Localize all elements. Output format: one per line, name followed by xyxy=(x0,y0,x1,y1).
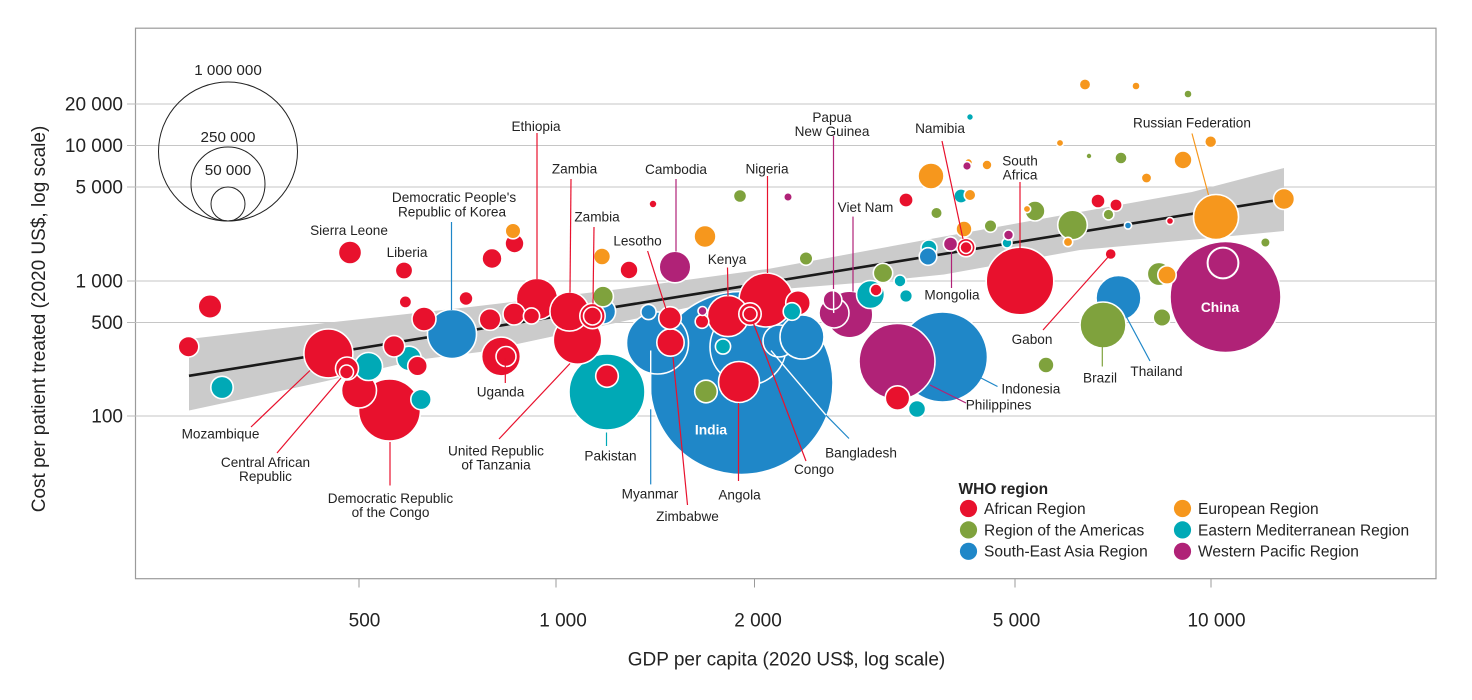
svg-text:of Tanzania: of Tanzania xyxy=(461,457,531,472)
svg-text:250 000: 250 000 xyxy=(201,129,256,146)
svg-text:Cambodia: Cambodia xyxy=(645,162,707,177)
svg-text:Indonesia: Indonesia xyxy=(1001,382,1060,397)
svg-text:Zimbabwe: Zimbabwe xyxy=(656,509,719,524)
svg-text:Eastern Mediterranean Region: Eastern Mediterranean Region xyxy=(1198,522,1409,539)
svg-text:WHO region: WHO region xyxy=(959,481,1049,498)
svg-text:of the Congo: of the Congo xyxy=(352,505,430,520)
svg-text:Zambia: Zambia xyxy=(574,209,620,224)
svg-text:Mongolia: Mongolia xyxy=(924,287,980,302)
svg-text:South: South xyxy=(1002,153,1038,168)
svg-text:Myanmar: Myanmar xyxy=(622,486,679,501)
svg-text:Zambia: Zambia xyxy=(552,161,598,176)
svg-text:Region of the Americas: Region of the Americas xyxy=(984,522,1145,539)
svg-text:Papua: Papua xyxy=(812,110,852,125)
svg-text:India: India xyxy=(695,423,728,438)
svg-text:Pakistan: Pakistan xyxy=(584,448,636,463)
svg-text:Africa: Africa xyxy=(1003,167,1038,182)
svg-text:Bangladesh: Bangladesh xyxy=(825,445,897,460)
svg-text:New Guinea: New Guinea xyxy=(795,124,870,139)
svg-text:Republic of Korea: Republic of Korea xyxy=(398,205,506,220)
svg-text:500: 500 xyxy=(91,313,123,334)
svg-text:Thailand: Thailand xyxy=(1130,364,1182,379)
svg-text:Congo: Congo xyxy=(794,462,834,477)
svg-text:Cost per patient treated (2020: Cost per patient treated (2020 US$, log … xyxy=(29,126,50,513)
svg-text:5 000: 5 000 xyxy=(75,178,123,199)
svg-text:Ethiopia: Ethiopia xyxy=(511,119,561,134)
svg-text:500: 500 xyxy=(349,611,381,632)
svg-text:Sierra Leone: Sierra Leone xyxy=(310,223,388,238)
svg-text:5 000: 5 000 xyxy=(993,611,1041,632)
svg-text:Philippines: Philippines xyxy=(966,397,1032,412)
svg-text:Kenya: Kenya xyxy=(708,252,747,267)
svg-text:Brazil: Brazil xyxy=(1083,370,1117,385)
svg-text:Mozambique: Mozambique xyxy=(182,426,260,441)
svg-text:Western Pacific Region: Western Pacific Region xyxy=(1198,544,1359,561)
svg-text:10 000: 10 000 xyxy=(1187,611,1245,632)
svg-text:Namibia: Namibia xyxy=(915,121,965,136)
svg-text:1 000 000: 1 000 000 xyxy=(194,62,262,79)
svg-text:Democratic People's: Democratic People's xyxy=(392,190,516,205)
svg-text:20 000: 20 000 xyxy=(65,95,123,116)
svg-text:Lesotho: Lesotho xyxy=(613,233,661,248)
svg-text:Angola: Angola xyxy=(718,487,761,502)
svg-text:10 000: 10 000 xyxy=(65,136,123,157)
svg-text:United Republic: United Republic xyxy=(448,443,544,458)
svg-text:Liberia: Liberia xyxy=(387,245,428,260)
svg-text:50 000: 50 000 xyxy=(205,162,251,179)
svg-text:100: 100 xyxy=(91,407,123,428)
svg-text:Russian Federation: Russian Federation xyxy=(1133,115,1251,130)
svg-text:Nigeria: Nigeria xyxy=(745,162,789,177)
svg-text:1 000: 1 000 xyxy=(539,611,587,632)
svg-text:Viet Nam: Viet Nam xyxy=(838,200,894,215)
svg-text:Central African: Central African xyxy=(221,455,310,470)
svg-text:China: China xyxy=(1201,300,1240,315)
svg-text:Gabon: Gabon xyxy=(1012,332,1053,347)
svg-text:South-East Asia Region: South-East Asia Region xyxy=(984,544,1148,561)
svg-text:Democratic Republic: Democratic Republic xyxy=(328,491,454,506)
svg-text:African Region: African Region xyxy=(984,501,1086,518)
svg-text:Republic: Republic xyxy=(239,469,292,484)
svg-text:European Region: European Region xyxy=(1198,501,1319,518)
svg-text:GDP per capita (2020 US$, log: GDP per capita (2020 US$, log scale) xyxy=(628,650,946,671)
svg-text:Uganda: Uganda xyxy=(477,384,525,399)
svg-text:1 000: 1 000 xyxy=(75,272,123,293)
svg-text:2 000: 2 000 xyxy=(734,611,782,632)
